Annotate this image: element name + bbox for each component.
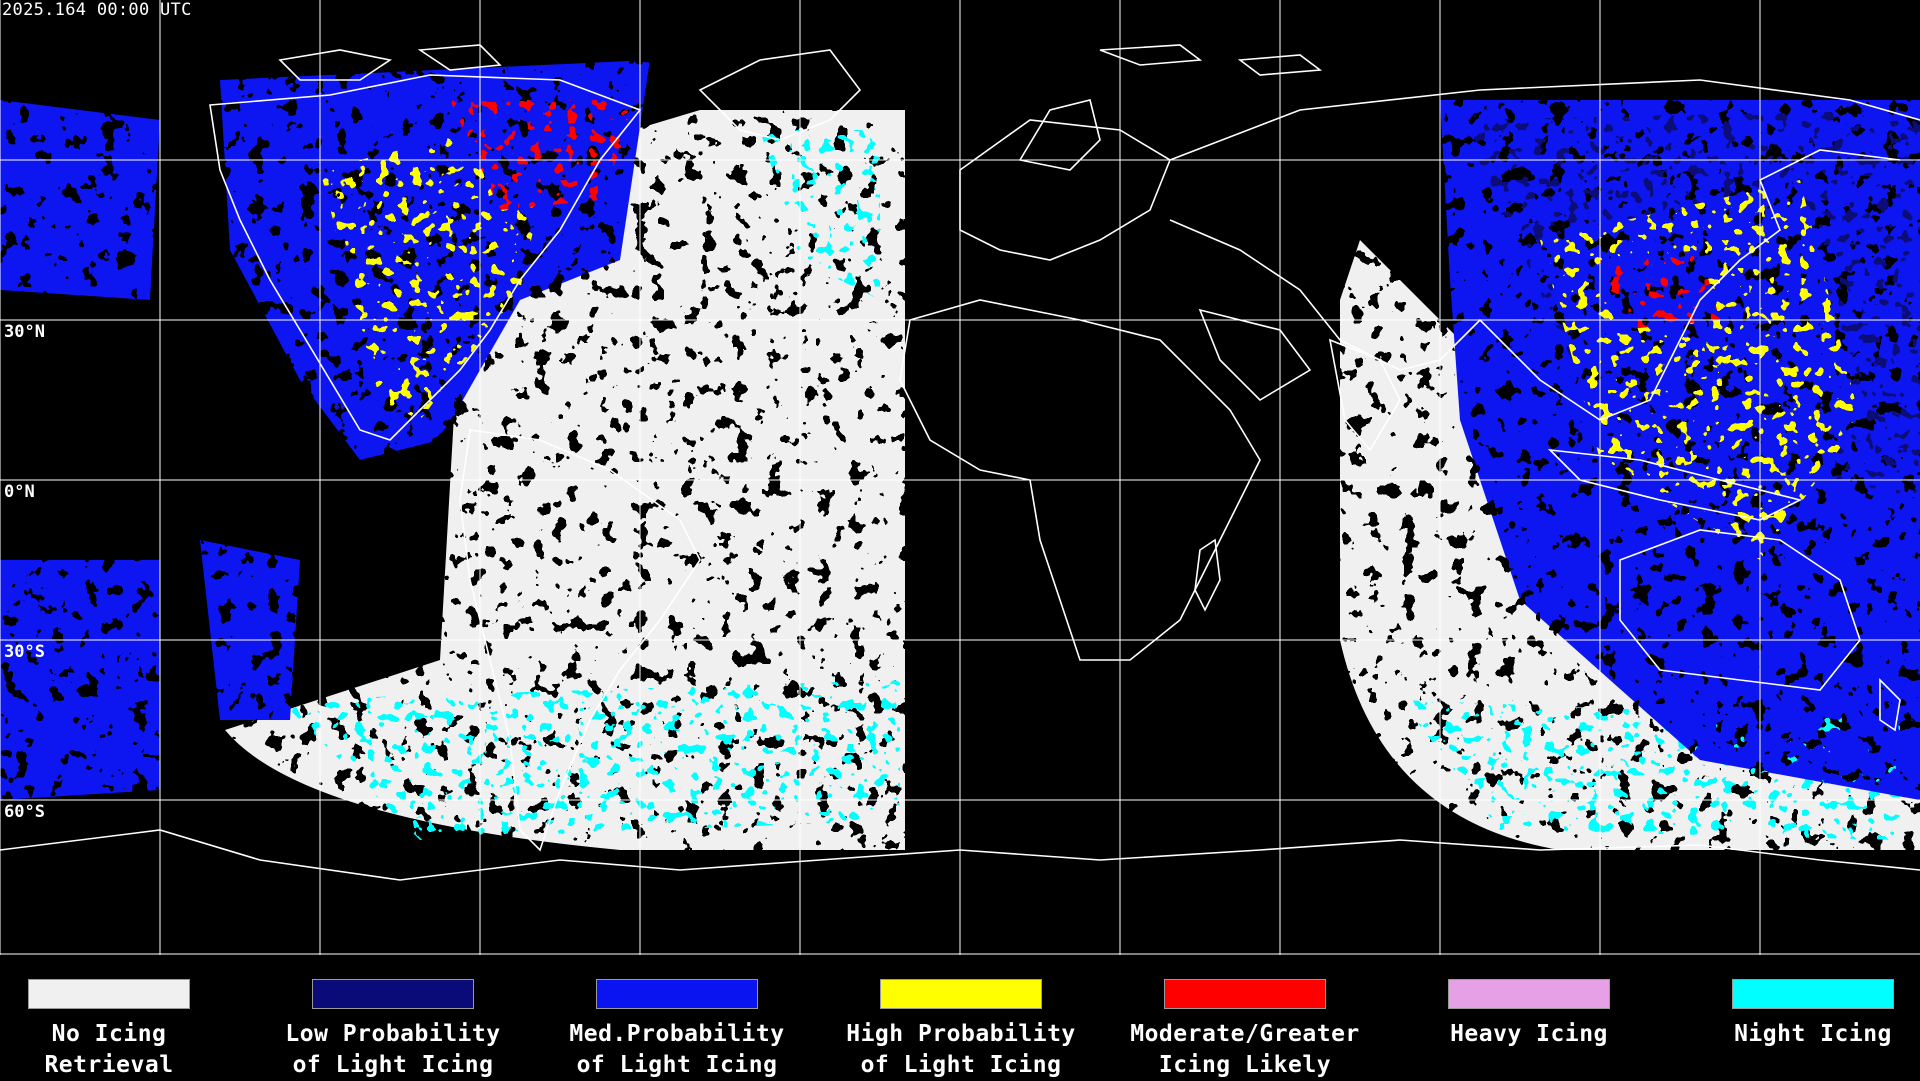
legend-swatch — [880, 979, 1042, 1009]
coastline-arabia — [1198, 308, 1312, 402]
legend-line2: of Light Icing — [292, 1052, 494, 1078]
coastline-asia — [1169, 79, 1920, 421]
legend-line1: Night Icing — [1734, 1021, 1892, 1047]
lat-label-30n: 30°N — [4, 322, 45, 342]
legend-line2: Icing Likely — [1158, 1052, 1332, 1078]
americas-south-night-icing — [280, 680, 900, 840]
coastlines — [0, 44, 1920, 881]
legend-item-med-probability: Med.Probability of Light Icing — [535, 979, 819, 1081]
coastline-greenland — [698, 49, 862, 141]
legend-swatch — [1448, 979, 1610, 1009]
south-pacific-icing — [0, 560, 160, 800]
legend-swatch — [1164, 979, 1326, 1009]
lat-label-equator: 0°N — [4, 482, 35, 502]
coastline-scandinavia — [1018, 99, 1101, 171]
coastline-europe — [959, 119, 1171, 261]
americas-night-icing — [760, 130, 880, 300]
north-america-icing-mod — [450, 100, 640, 210]
legend-line2: Retrieval — [44, 1052, 174, 1078]
legend-line2: of Light Icing — [576, 1052, 778, 1078]
coastline-new-zealand — [1879, 678, 1901, 732]
satellite-icing-map — [0, 0, 1920, 955]
legend-line1: Moderate/Greater — [1130, 1021, 1360, 1047]
icing-legend: No Icing Retrieval Low Probability of Li… — [0, 955, 1920, 1080]
lat-label-60s: 60°S — [4, 802, 45, 822]
legend-item-moderate-greater: Moderate/Greater Icing Likely — [1103, 979, 1387, 1081]
cloud-coverage-layer — [0, 60, 1920, 850]
legend-line2: of Light Icing — [860, 1052, 1062, 1078]
legend-item-heavy-icing: Heavy Icing — [1387, 979, 1671, 1050]
lat-lon-grid — [0, 0, 1920, 955]
coastline-australia — [1619, 529, 1861, 691]
asia-icing-mod — [1600, 250, 1720, 330]
coastline-madagascar — [1194, 538, 1221, 612]
legend-item-low-probability: Low Probability of Light Icing — [251, 979, 535, 1081]
legend-line1: No Icing — [51, 1021, 167, 1047]
legend-line1: Low Probability — [285, 1021, 501, 1047]
legend-line1: Heavy Icing — [1450, 1021, 1608, 1047]
legend-swatch — [1732, 979, 1894, 1009]
legend-item-high-probability: High Probability of Light Icing — [819, 979, 1103, 1081]
coastline-africa — [899, 299, 1261, 661]
coastline-north-america — [209, 74, 642, 441]
south-america-west-icing — [200, 540, 300, 720]
timestamp-label: 2025.164 00:00 UTC — [2, 0, 192, 20]
legend-swatch — [28, 979, 190, 1009]
pacific-west-icing — [0, 100, 160, 300]
coastline-arctic-islands — [278, 44, 1323, 81]
legend-swatch — [312, 979, 474, 1009]
legend-item-no-icing: No Icing Retrieval — [0, 979, 251, 1081]
legend-line1: Med.Probability — [569, 1021, 785, 1047]
coastline-indonesia — [1547, 448, 1803, 521]
legend-line1: High Probability — [846, 1021, 1076, 1047]
coastline-india — [1328, 338, 1401, 452]
legend-swatch — [596, 979, 758, 1009]
lat-label-30s: 30°S — [4, 642, 45, 662]
legend-item-night-icing: Night Icing — [1671, 979, 1920, 1050]
